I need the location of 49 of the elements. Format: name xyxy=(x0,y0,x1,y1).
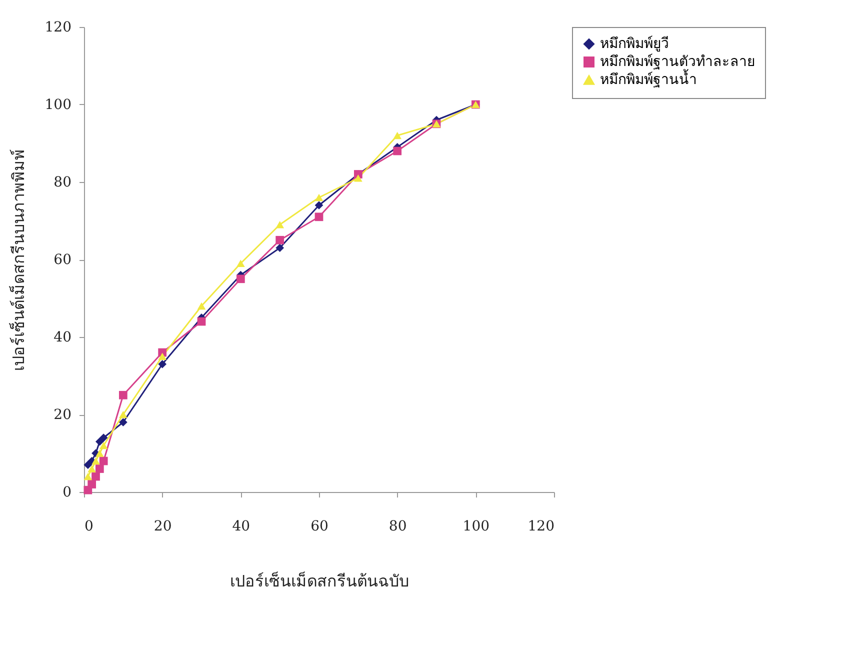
y-tick-label: 80 xyxy=(54,174,72,190)
point xyxy=(95,464,104,473)
point xyxy=(95,450,104,457)
x-axis-title: เปอร์เซ็นเม็ดสกรีนต้นฉบับ xyxy=(230,570,409,590)
legend-label: หมึกพิมพ์ฐานน้ำ xyxy=(600,69,697,88)
point xyxy=(118,410,128,418)
point xyxy=(95,437,104,446)
point xyxy=(88,465,96,472)
x-tick-label: 120 xyxy=(528,518,554,534)
y-tick-label: 40 xyxy=(54,330,72,346)
point xyxy=(118,390,128,400)
point xyxy=(99,442,108,450)
x-tick-label: 0 xyxy=(84,518,94,534)
legend-label: หมึกพิมพ์ยูวี xyxy=(600,35,669,52)
point xyxy=(393,132,402,140)
point xyxy=(88,480,96,488)
y-tick-label: 20 xyxy=(54,407,72,423)
x-tick-label: 100 xyxy=(462,518,490,534)
point xyxy=(314,194,324,202)
point xyxy=(276,244,284,252)
point xyxy=(236,260,245,267)
y-axis-title: เปอร์เซ็นต์เม็ดสกรีนบนภาพพิมพ์ xyxy=(8,149,28,371)
x-tick-label: 60 xyxy=(310,518,328,534)
point xyxy=(92,457,100,465)
point xyxy=(84,460,92,470)
point xyxy=(354,174,362,182)
x-tick-label: 40 xyxy=(232,518,250,534)
point xyxy=(276,221,284,228)
point xyxy=(314,212,324,222)
point xyxy=(393,146,402,156)
point xyxy=(118,418,128,426)
x-tick-label: 80 xyxy=(388,518,407,534)
point xyxy=(99,434,108,442)
point xyxy=(314,201,324,210)
y-tick-label: 120 xyxy=(44,20,72,36)
legend-label: หมึกพิมพ์ฐานตัวทำละลาย xyxy=(600,53,755,70)
y-tick-label: 0 xyxy=(62,484,72,500)
point xyxy=(84,472,92,480)
point xyxy=(197,302,206,310)
point xyxy=(158,360,167,368)
point xyxy=(236,274,245,284)
point xyxy=(99,456,108,466)
point xyxy=(158,352,167,360)
y-tick-label: 100 xyxy=(44,97,72,113)
point xyxy=(197,317,206,326)
y-tick-label: 60 xyxy=(54,252,72,268)
point xyxy=(92,472,100,481)
x-tick-label: 20 xyxy=(154,518,172,534)
point xyxy=(276,236,284,244)
